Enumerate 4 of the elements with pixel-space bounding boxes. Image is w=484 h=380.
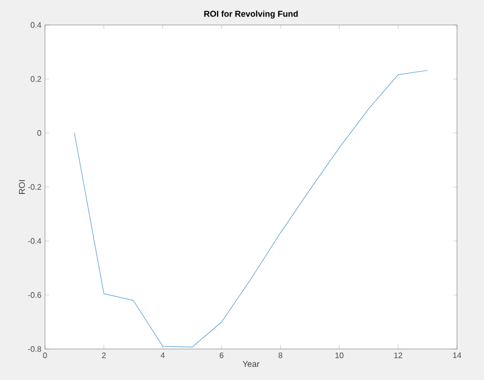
x-axis-title: Year (242, 361, 260, 367)
chart-title: ROI for Revolving Fund (204, 10, 298, 18)
y-axis-title: ROI (18, 180, 25, 194)
line-series (74, 70, 428, 348)
